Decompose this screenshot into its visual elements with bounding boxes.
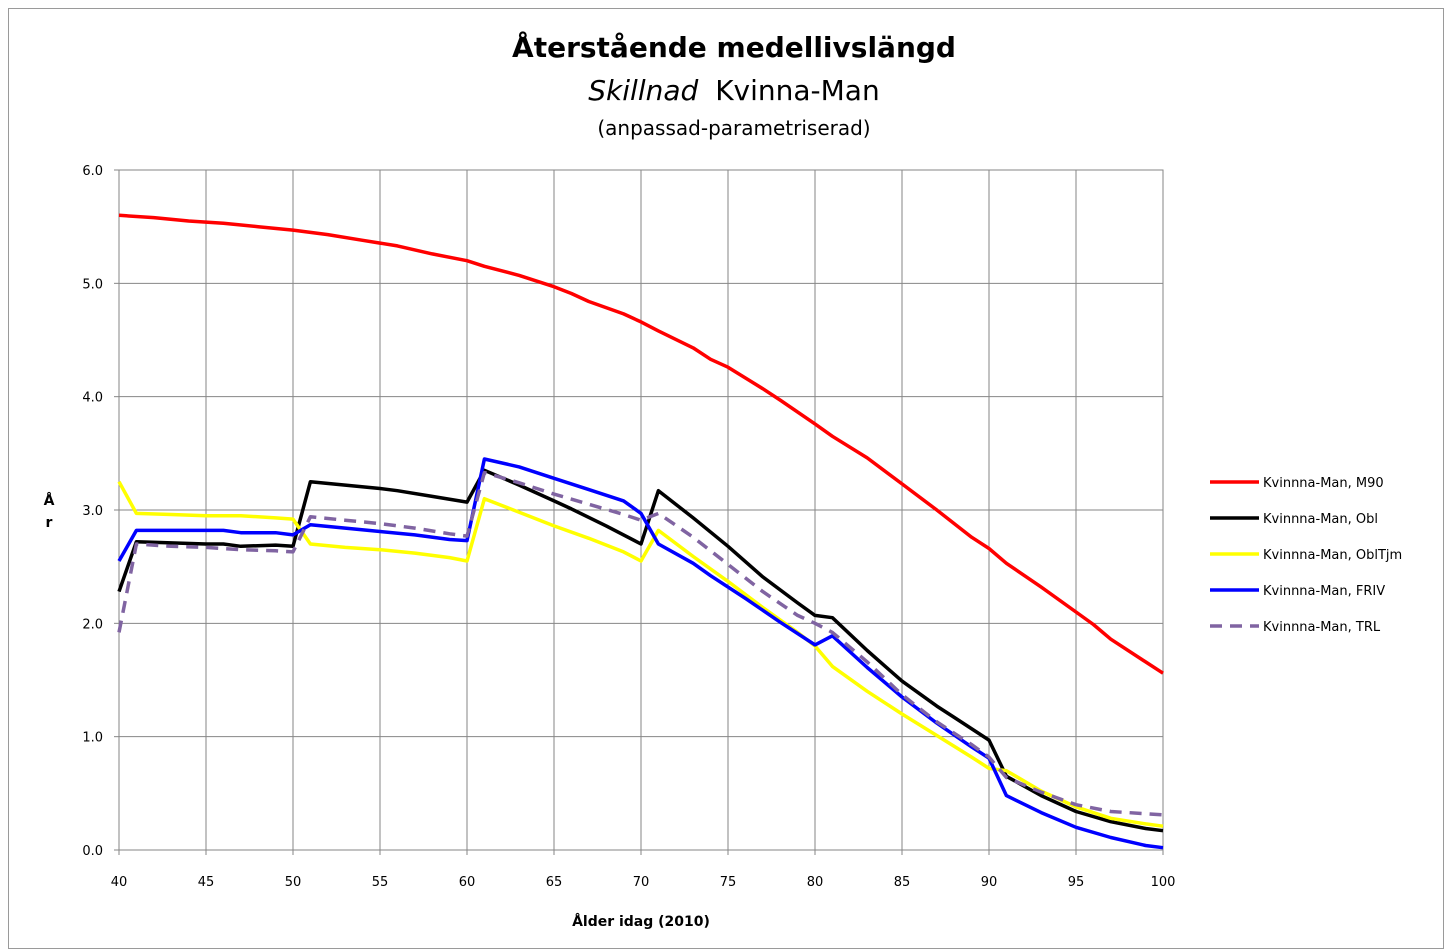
- x-tick-label: 50: [285, 875, 302, 890]
- chart-frame: [8, 8, 1444, 949]
- legend-label-2: Kvinnna-Man, Obl: [1263, 512, 1378, 527]
- x-tick-label: 95: [1068, 875, 1085, 890]
- x-tick-label: 60: [459, 875, 476, 890]
- y-tick-label: 5.0: [82, 277, 103, 292]
- x-axis-title: Ålder idag (2010): [572, 913, 710, 930]
- series-line-5: [117, 470, 1164, 817]
- chart-subtitle-italic: Skillnad: [588, 74, 698, 107]
- legend-label-3: Kvinnna-Man, OblTjm: [1263, 548, 1402, 563]
- y-axis-title-char: r: [46, 515, 53, 531]
- x-tick-label: 80: [807, 875, 824, 890]
- x-tick-label: 65: [546, 875, 563, 890]
- x-tick-label: 45: [198, 875, 215, 890]
- x-tick-label: 70: [633, 875, 650, 890]
- series-line-1: [118, 213, 1164, 675]
- x-tick-label: 40: [111, 875, 128, 890]
- y-axis-title: År: [44, 492, 55, 531]
- legend-label-5: Kvinnna-Man, TRL: [1263, 620, 1381, 635]
- legend-label-1: Kvinnna-Man, M90: [1263, 476, 1384, 491]
- y-axis-title-char: Å: [44, 492, 55, 509]
- legend-label-4: Kvinnna-Man, FRIV: [1263, 584, 1385, 599]
- x-tick-label: 100: [1151, 875, 1176, 890]
- x-tick-label: 75: [720, 875, 737, 890]
- series-line-2: [117, 468, 1164, 833]
- chart-subtitle: Skillnad Kvinna-Man: [588, 74, 879, 107]
- axis-ticks: 0.0 1.0 2.0 3.0 4.0 5.0 6.0 40 45 50 55 60 65 70 75 80 8…: [82, 164, 1175, 890]
- chart-subtitle-rest: Kvinna-Man: [715, 74, 880, 107]
- chart-title: Återstående medellivslängd: [512, 30, 956, 64]
- y-tick-label: 3.0: [82, 504, 103, 519]
- y-tick-label: 4.0: [82, 391, 103, 406]
- x-tick-label: 90: [981, 875, 998, 890]
- y-tick-label: 1.0: [82, 731, 103, 746]
- y-tick-label: 2.0: [82, 617, 103, 632]
- series-line-3: [117, 480, 1164, 828]
- legend: Kvinnna-Man, M90 Kvinnna-Man, Obl Kvinnna-…: [1210, 476, 1402, 635]
- series-lines: [117, 213, 1164, 850]
- y-tick-label: 0.0: [82, 844, 103, 859]
- chart-subtitle2: (anpassad-parametriserad): [597, 116, 870, 140]
- y-tick-label: 6.0: [82, 164, 103, 179]
- grid: [118, 169, 1164, 851]
- x-tick-label: 55: [372, 875, 389, 890]
- x-tick-label: 85: [894, 875, 911, 890]
